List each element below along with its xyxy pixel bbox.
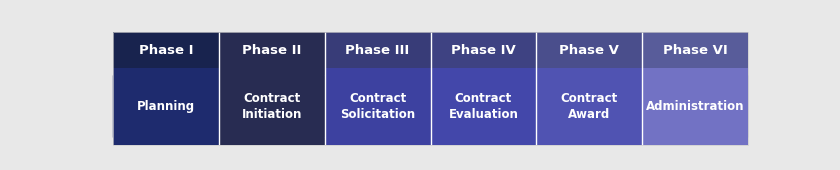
Text: Contract
Solicitation: Contract Solicitation [340, 92, 415, 121]
Text: Phase II: Phase II [242, 44, 302, 57]
Bar [643, 68, 748, 145]
Polygon shape [537, 75, 643, 138]
Text: Phase VI: Phase VI [663, 44, 727, 57]
Text: Administration: Administration [646, 100, 744, 113]
Text: Contract
Award: Contract Award [561, 92, 618, 121]
Bar [431, 68, 537, 145]
Bar [537, 32, 643, 68]
Text: Phase V: Phase V [559, 44, 619, 57]
Polygon shape [431, 75, 537, 138]
Polygon shape [218, 75, 324, 138]
Text: Phase I: Phase I [139, 44, 193, 57]
Bar [324, 32, 431, 68]
Bar [537, 68, 643, 145]
Bar [324, 68, 431, 145]
Polygon shape [643, 75, 748, 138]
Bar [113, 68, 218, 145]
Bar [643, 32, 748, 68]
Text: Planning: Planning [137, 100, 195, 113]
Bar [218, 32, 324, 68]
Bar [431, 32, 537, 68]
Bar [113, 32, 748, 145]
Text: Phase III: Phase III [345, 44, 410, 57]
Text: Phase IV: Phase IV [451, 44, 516, 57]
Polygon shape [113, 75, 218, 138]
Bar [218, 68, 324, 145]
Polygon shape [324, 75, 431, 138]
Text: Contract
Initiation: Contract Initiation [241, 92, 302, 121]
Bar [113, 32, 218, 68]
Text: Contract
Evaluation: Contract Evaluation [449, 92, 518, 121]
